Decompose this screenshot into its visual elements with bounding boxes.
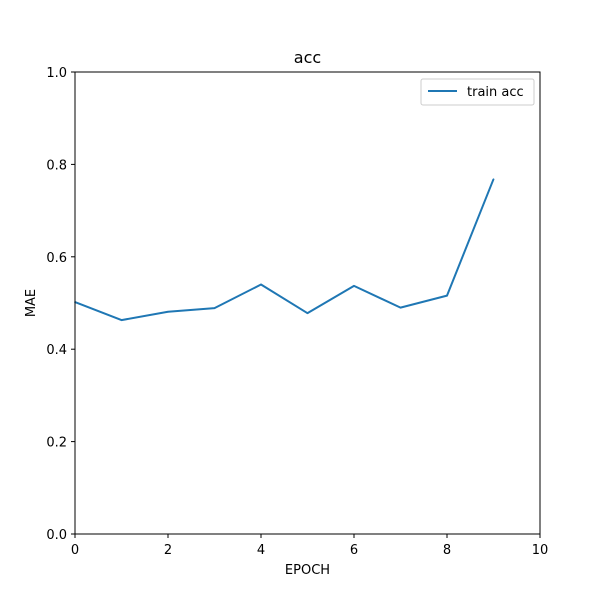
y-tick-label: 0.4 bbox=[46, 343, 67, 358]
x-tick-label: 4 bbox=[257, 543, 265, 558]
legend-box bbox=[420, 78, 535, 106]
x-tick-label: 2 bbox=[164, 543, 172, 558]
data-point bbox=[260, 283, 262, 286]
x-tick-label: 6 bbox=[350, 543, 358, 558]
data-point bbox=[213, 307, 216, 309]
y-axis-label: MAE bbox=[24, 289, 39, 317]
chart-title: acc bbox=[294, 48, 321, 67]
legend-series-label: train acc bbox=[467, 85, 524, 100]
y-tick-label: 0.6 bbox=[46, 251, 67, 266]
x-tick-label: 10 bbox=[532, 543, 549, 558]
y-tick-label: 1.0 bbox=[46, 66, 67, 81]
x-axis-label: EPOCH bbox=[285, 563, 330, 578]
y-tick-label: 0.2 bbox=[46, 436, 67, 451]
data-point bbox=[399, 306, 402, 309]
series-line-train-acc bbox=[74, 178, 495, 322]
data-point bbox=[446, 294, 448, 297]
data-point bbox=[353, 285, 355, 287]
x-tick-label: 8 bbox=[443, 543, 451, 558]
data-point bbox=[120, 319, 123, 321]
y-tick-label: 0.8 bbox=[46, 158, 67, 173]
plot-area-frame bbox=[74, 71, 541, 535]
x-tick-label: 0 bbox=[71, 543, 79, 558]
data-point bbox=[306, 312, 309, 314]
data-point bbox=[167, 310, 169, 313]
y-tick-label: 0.0 bbox=[46, 528, 67, 543]
data-point bbox=[492, 178, 495, 180]
legend: train acc bbox=[420, 78, 535, 106]
